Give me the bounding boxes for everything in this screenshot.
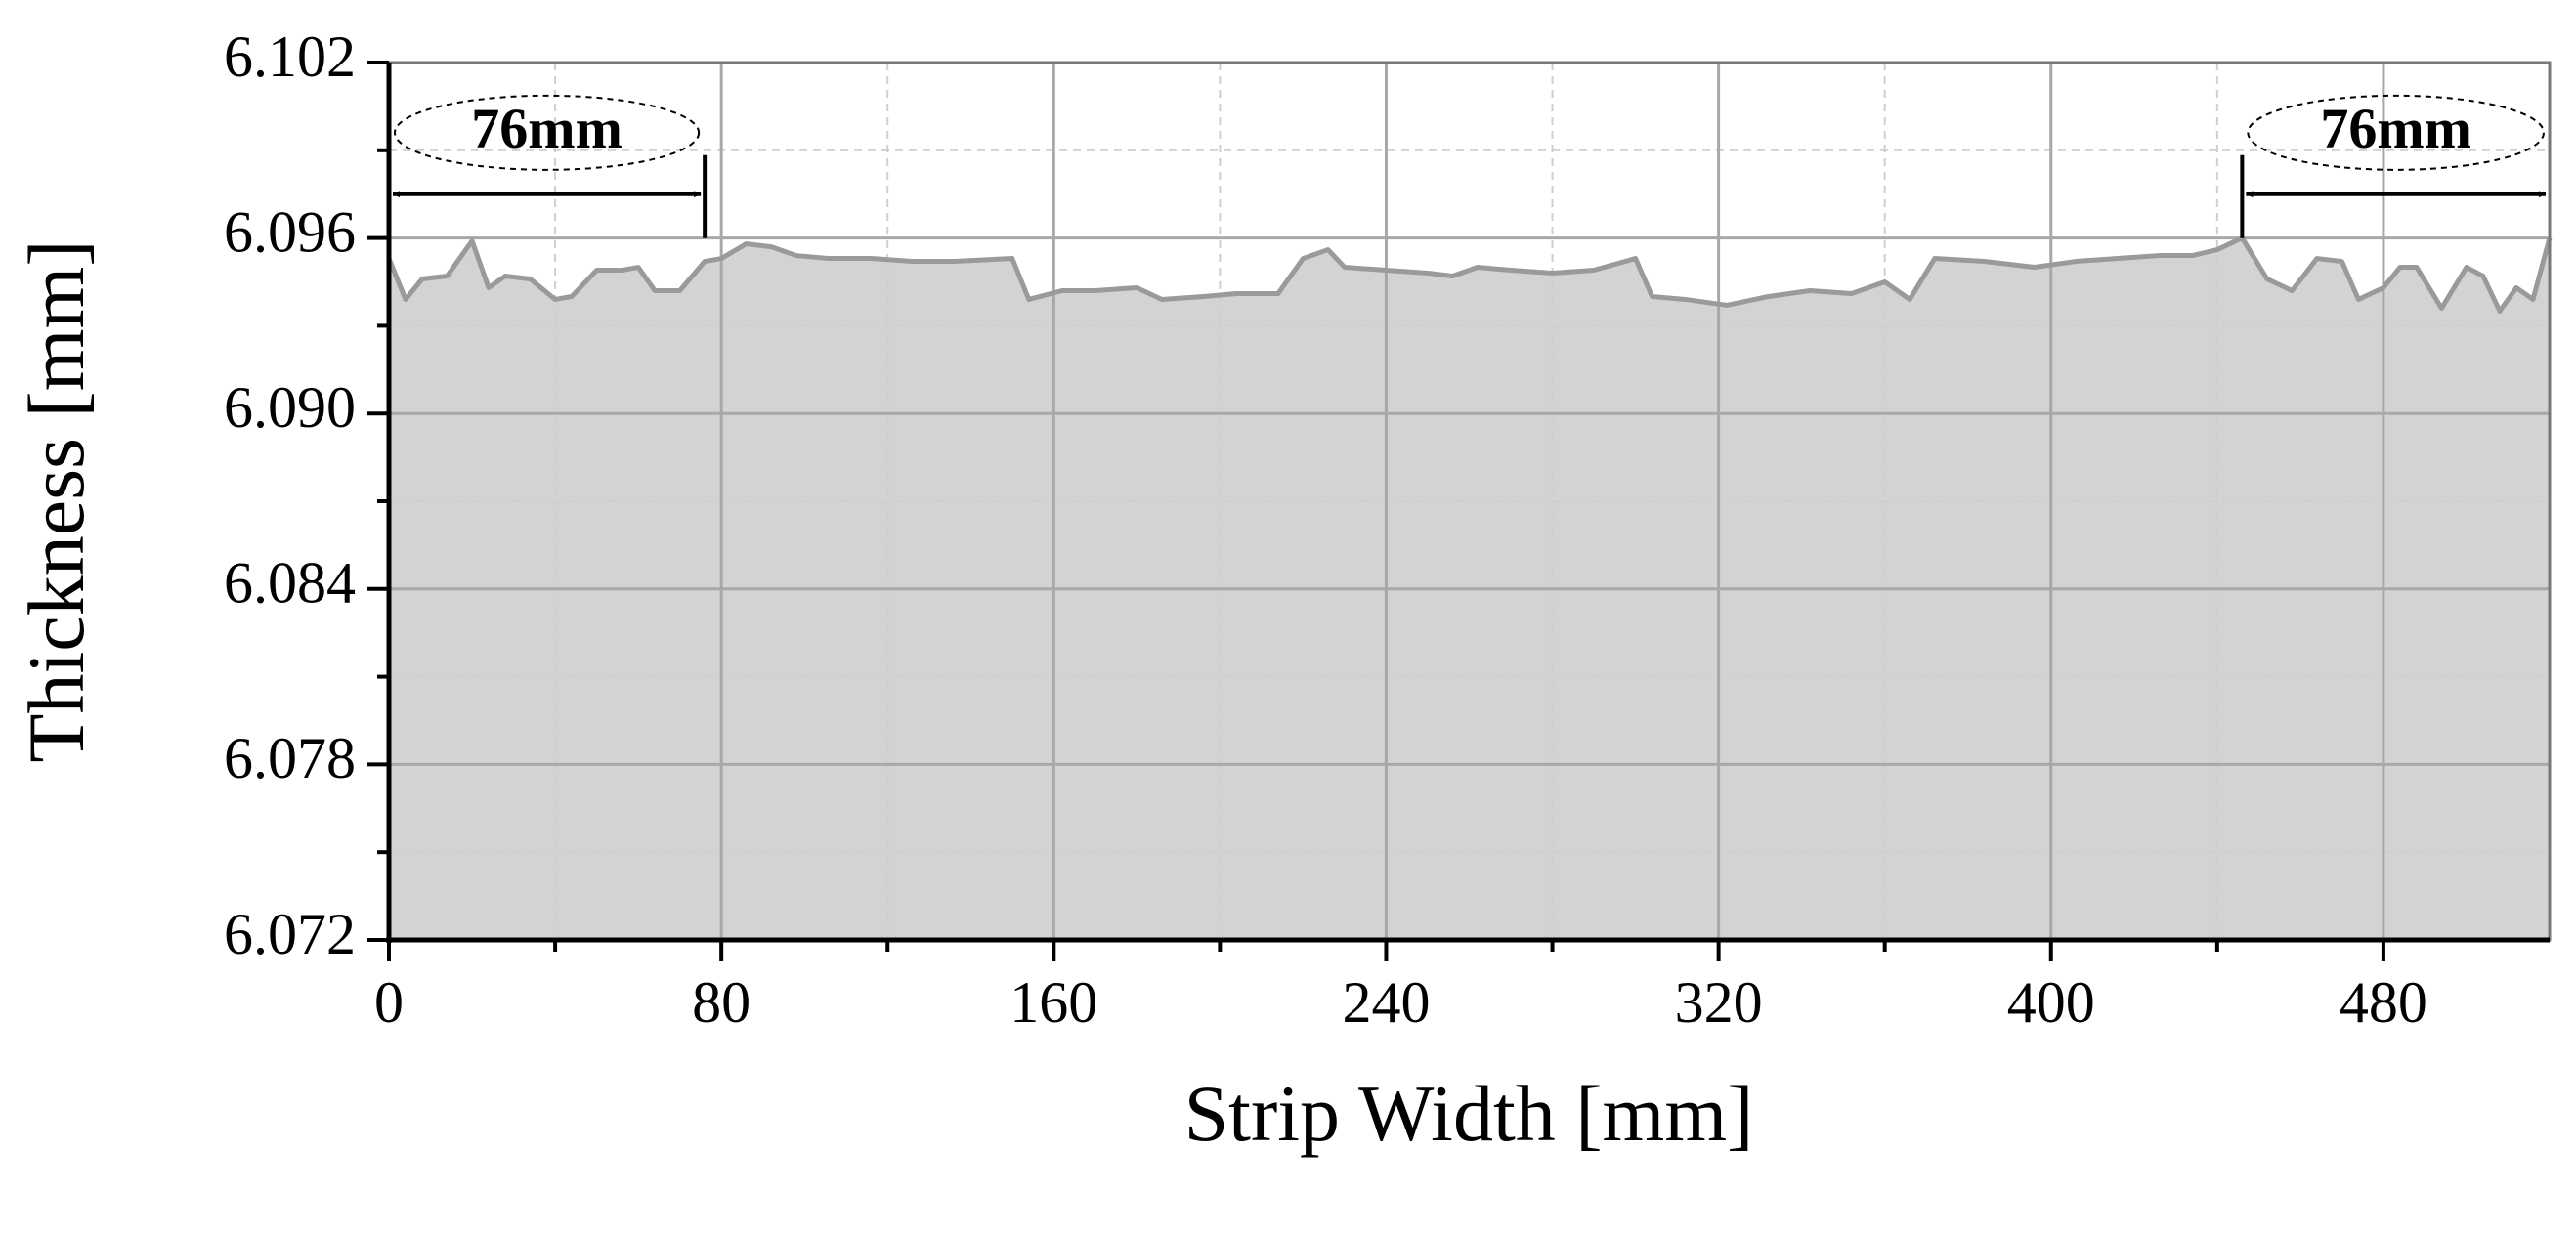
y-tick-label: 6.078 (224, 726, 356, 790)
y-tick-label: 6.096 (224, 199, 356, 264)
x-axis-title: Strip Width [mm] (1184, 1069, 1754, 1158)
label-ellipse (2247, 94, 2546, 171)
x-tick-label: 0 (374, 970, 404, 1035)
x-tick-label: 480 (2340, 970, 2427, 1035)
x-tick-label: 400 (2007, 970, 2095, 1035)
y-tick-label: 6.090 (224, 375, 356, 440)
x-tick-label: 320 (1675, 970, 1763, 1035)
annotation-label: 76mm (2320, 97, 2471, 160)
y-axis-title: Thickness [mm] (12, 239, 101, 762)
x-tick-label: 80 (692, 970, 751, 1035)
y-tick-label: 6.102 (224, 24, 356, 89)
x-tick-label: 160 (1009, 970, 1097, 1035)
label-ellipse (394, 94, 701, 171)
annotation-label: 76mm (471, 97, 623, 160)
y-tick-label: 6.072 (224, 902, 356, 966)
line (386, 235, 2553, 314)
y-tick-label: 6.084 (224, 551, 356, 616)
x-tick-label: 240 (1342, 970, 1430, 1035)
